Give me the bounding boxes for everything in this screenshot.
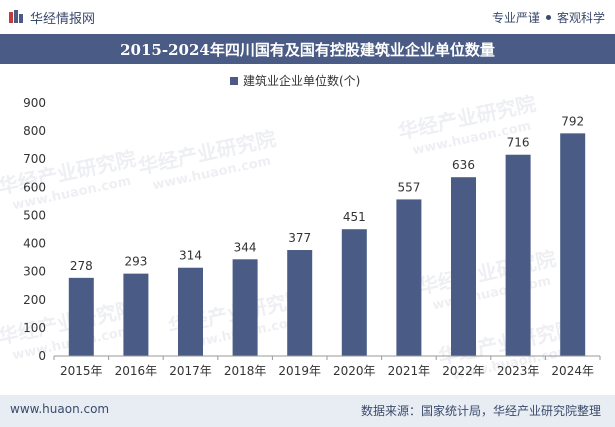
y-tick-label: 300 <box>23 265 46 279</box>
brand-logo-icon <box>9 10 23 23</box>
bar-value-label: 792 <box>561 114 584 128</box>
x-tick-label: 2021年 <box>388 364 431 378</box>
brand: 华经情报网 <box>8 7 95 27</box>
chart-title: 2015-2024年四川国有及国有控股建筑业企业单位数量 <box>120 40 495 59</box>
y-tick-label: 900 <box>23 96 46 110</box>
y-tick-label: 800 <box>23 124 46 138</box>
bar <box>396 199 422 356</box>
slogan-dot-icon <box>545 14 551 20</box>
bar-value-label: 293 <box>124 255 147 269</box>
bar <box>560 133 586 356</box>
footer-url: www.huaon.com <box>10 402 110 416</box>
y-tick-label: 200 <box>23 293 46 307</box>
y-tick-label: 600 <box>23 180 46 194</box>
slogan-left: 专业严谨 <box>491 10 540 25</box>
bar-value-label: 278 <box>70 259 93 273</box>
y-tick-label: 500 <box>23 208 46 222</box>
bar <box>232 259 258 356</box>
footer-source: 数据来源：国家统计局，华经产业研究院整理 <box>360 404 601 418</box>
bar <box>505 154 531 356</box>
y-tick-label: 400 <box>23 237 46 251</box>
bar-value-label: 377 <box>288 231 311 245</box>
top-bar: 华经情报网 专业严谨 客观科学 <box>0 0 615 34</box>
x-tick-label: 2020年 <box>333 364 376 378</box>
slogan: 专业严谨 客观科学 <box>492 7 605 27</box>
bar <box>178 267 203 356</box>
y-tick-label: 100 <box>23 321 46 335</box>
y-tick-label: 0 <box>38 349 46 363</box>
bar-value-label: 636 <box>452 158 475 172</box>
bar-value-label: 451 <box>343 210 366 224</box>
y-axis: 0 100 200 300 400 500 600 700 800 900 <box>23 96 46 363</box>
bars: 278 293 314 344 377 451 557 636 716 792 <box>68 114 586 356</box>
footer: www.huaon.com 数据来源：国家统计局，华经产业研究院整理 <box>0 395 615 427</box>
slogan-right: 客观科学 <box>556 10 605 25</box>
x-axis: 2015年 2016年 2017年 2018年 2019年 2020年 2021年 2022年… <box>53 355 601 378</box>
title-bar: 2015-2024年四川国有及国有控股建筑业企业单位数量 <box>0 34 615 64</box>
legend-label: 建筑业企业单位数(个) <box>243 73 360 88</box>
bar <box>123 273 149 356</box>
bar-value-label: 557 <box>397 180 420 194</box>
x-tick-label: 2018年 <box>224 364 267 378</box>
bar <box>68 277 94 356</box>
x-tick-label: 2017年 <box>169 364 212 378</box>
bar <box>287 250 313 356</box>
bar-value-label: 716 <box>507 136 530 150</box>
legend: 建筑业企业单位数(个) <box>230 73 360 88</box>
bar <box>341 229 367 356</box>
bar-value-label: 314 <box>179 249 202 263</box>
bar-chart: 华经产业研究院www.huaon.com华经产业研究院www.huaon.com… <box>0 73 601 383</box>
bar-value-label: 344 <box>234 240 257 254</box>
x-tick-label: 2023年 <box>497 364 540 378</box>
x-tick-label: 2024年 <box>551 364 594 378</box>
y-tick-label: 700 <box>23 152 46 166</box>
brand-name: 华经情报网 <box>30 11 96 27</box>
x-tick-label: 2015年 <box>60 364 103 378</box>
legend-swatch <box>230 77 238 85</box>
x-tick-label: 2019年 <box>278 364 321 378</box>
x-tick-label: 2016年 <box>115 364 158 378</box>
x-tick-label: 2022年 <box>442 364 485 378</box>
bar <box>451 177 476 356</box>
